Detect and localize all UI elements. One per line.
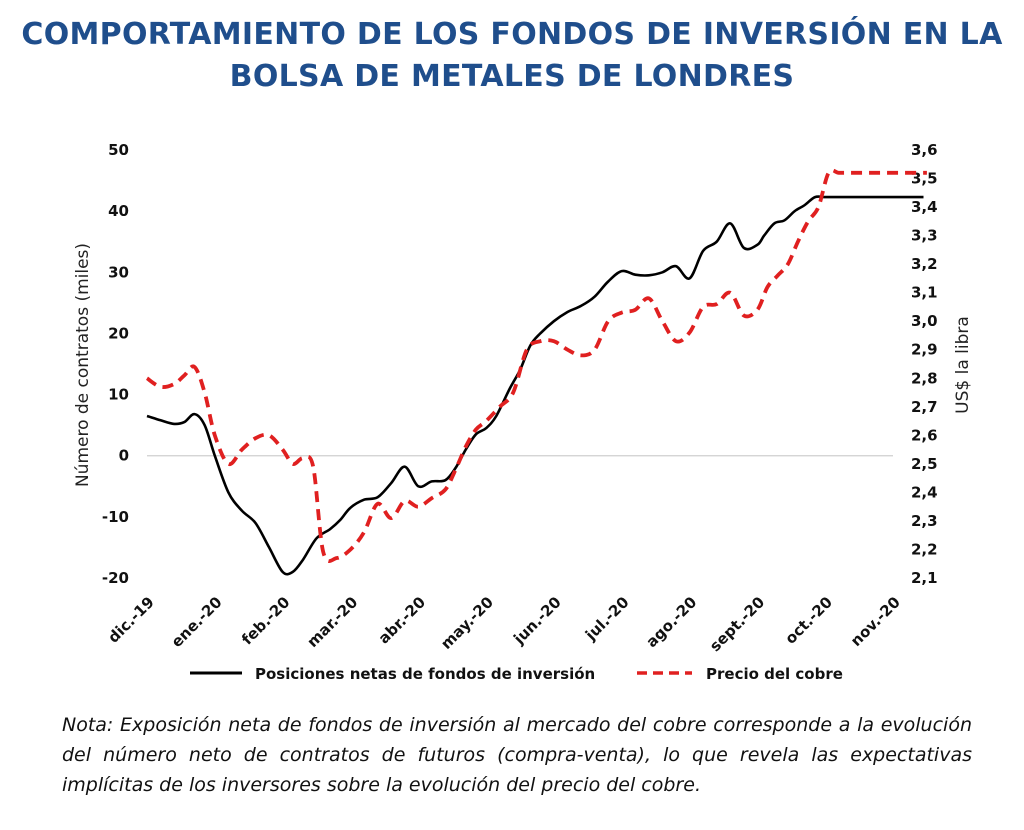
series-layer xyxy=(145,168,927,576)
legend-funds-label: Posiciones netas de fondos de inversión xyxy=(255,665,595,683)
left-tick-label: 0 xyxy=(119,447,129,465)
right-tick-label: 2,6 xyxy=(911,426,938,444)
left-tick-label: -10 xyxy=(102,508,129,526)
right-axis-ticks: 3,6 3,5 3,4 3,3 3,2 3,1 3,0 2,9 2,8 2,7 2,6 2,5 2,4 2… xyxy=(911,141,938,587)
title-line-1: COMPORTAMIENTO DE LOS FONDOS DE INVERSIÓ… xyxy=(21,17,1003,52)
right-tick-label: 3,5 xyxy=(911,170,938,188)
x-tick-label: sept.-20 xyxy=(706,593,768,655)
right-tick-label: 3,2 xyxy=(911,255,938,273)
right-tick-label: 2,4 xyxy=(911,483,938,501)
left-axis-title: Número de contratos (miles) xyxy=(73,243,93,487)
x-tick-label: oct.-20 xyxy=(781,593,836,648)
left-tick-label: 40 xyxy=(108,202,129,220)
series-copper-line xyxy=(145,168,927,563)
left-tick-label: 20 xyxy=(108,324,129,342)
right-tick-label: 3,4 xyxy=(911,198,938,216)
x-tick-label: ago.-20 xyxy=(642,593,700,651)
x-axis-ticks: dic.-19 ene.-20 feb.-20 mar.-20 abr.-20 may.-… xyxy=(104,593,903,655)
page-title: COMPORTAMIENTO DE LOS FONDOS DE INVERSIÓ… xyxy=(0,14,1024,98)
legend: Posiciones netas de fondos de inversión … xyxy=(190,665,843,683)
right-tick-label: 2,1 xyxy=(911,569,938,587)
title-line-2: BOLSA DE METALES DE LONDRES xyxy=(229,59,795,94)
chart-note: Nota: Exposición neta de fondos de inver… xyxy=(62,714,972,796)
x-tick-label: mar.-20 xyxy=(303,593,361,651)
legend-copper-label: Precio del cobre xyxy=(706,665,843,683)
right-axis-title: US$ la libra xyxy=(953,316,973,414)
x-tick-label: nov.-20 xyxy=(847,593,904,650)
left-tick-label: -20 xyxy=(102,569,129,587)
x-tick-label: jul.-20 xyxy=(581,593,632,644)
right-tick-label: 3,6 xyxy=(911,141,938,159)
left-tick-label: 30 xyxy=(108,263,129,281)
left-tick-label: 50 xyxy=(108,141,129,159)
left-tick-label: 10 xyxy=(108,386,129,404)
right-tick-label: 2,7 xyxy=(911,398,938,416)
right-tick-label: 3,3 xyxy=(911,227,938,245)
right-tick-label: 2,3 xyxy=(911,512,938,530)
right-tick-label: 2,5 xyxy=(911,455,938,473)
right-tick-label: 3,0 xyxy=(911,312,938,330)
right-tick-label: 2,2 xyxy=(911,540,938,558)
right-tick-label: 3,1 xyxy=(911,284,938,302)
right-tick-label: 2,8 xyxy=(911,369,938,387)
x-tick-label: dic.-19 xyxy=(104,593,157,646)
x-tick-label: may.-20 xyxy=(437,593,497,653)
copper-funds-chart: 50 40 30 20 10 0 -10 -20 3,6 3,5 3,4 3,3 3,2 3,1 3,0 2… xyxy=(73,141,973,683)
left-axis-ticks: 50 40 30 20 10 0 -10 -20 xyxy=(102,141,129,587)
x-tick-label: abr.-20 xyxy=(375,593,429,647)
x-tick-label: feb.-20 xyxy=(238,593,293,648)
right-tick-label: 2,9 xyxy=(911,341,938,359)
x-tick-label: jun.-20 xyxy=(509,593,564,648)
series-funds-line xyxy=(146,195,924,576)
x-tick-label: ene.-20 xyxy=(168,593,226,651)
